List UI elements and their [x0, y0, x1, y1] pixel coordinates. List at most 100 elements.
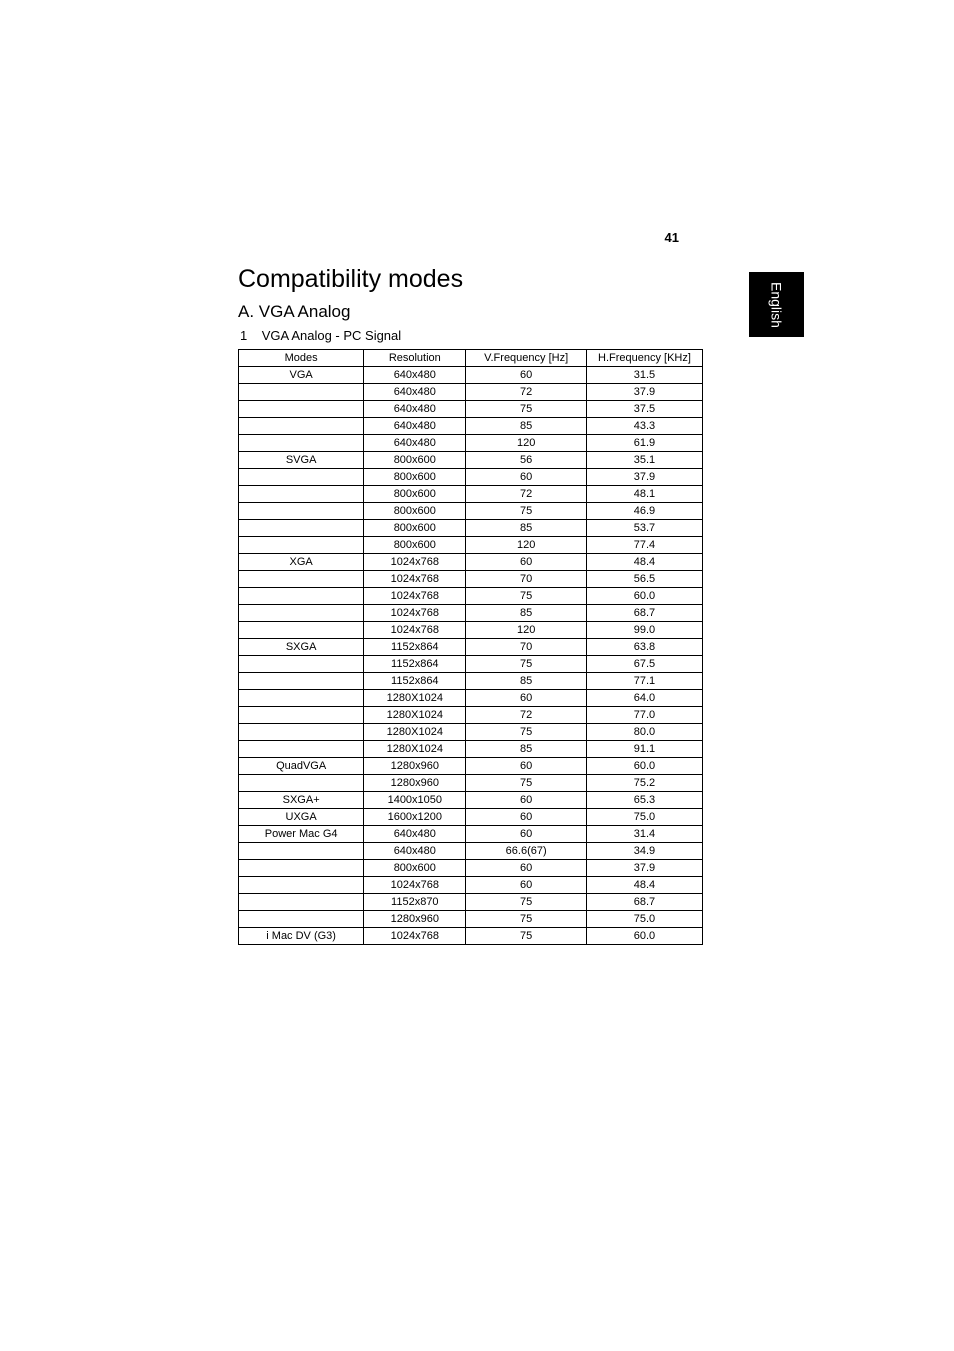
table-cell: 800x600	[364, 503, 466, 520]
language-tab: English	[749, 272, 804, 337]
table-cell	[239, 843, 364, 860]
table-cell: 37.5	[586, 401, 702, 418]
table-cell: SXGA+	[239, 792, 364, 809]
table-cell: 60.0	[586, 928, 702, 945]
table-cell: 800x600	[364, 520, 466, 537]
table-cell: 1024x768	[364, 622, 466, 639]
table-cell: 1400x1050	[364, 792, 466, 809]
table-cell: 1280X1024	[364, 690, 466, 707]
table-row: 1280X10246064.0	[239, 690, 703, 707]
table-cell	[239, 775, 364, 792]
table-cell: 75	[466, 894, 587, 911]
table-cell	[239, 894, 364, 911]
compatibility-table: ModesResolutionV.Frequency [Hz]H.Frequen…	[238, 349, 703, 945]
table-cell: 34.9	[586, 843, 702, 860]
table-cell: 31.5	[586, 367, 702, 384]
table-cell: 66.6(67)	[466, 843, 587, 860]
table-row: 800x6007248.1	[239, 486, 703, 503]
table-cell: 1280x960	[364, 775, 466, 792]
table-cell: 35.1	[586, 452, 702, 469]
table-cell: 65.3	[586, 792, 702, 809]
language-tab-label: English	[769, 282, 785, 328]
table-row: Power Mac G4640x4806031.4	[239, 826, 703, 843]
table-row: 1024x7687056.5	[239, 571, 703, 588]
table-cell: 640x480	[364, 384, 466, 401]
table-cell: 75	[466, 911, 587, 928]
table-cell	[239, 911, 364, 928]
table-cell	[239, 435, 364, 452]
table-cell: 75	[466, 503, 587, 520]
table-column-header: H.Frequency [KHz]	[586, 350, 702, 367]
table-row: XGA1024x7686048.4	[239, 554, 703, 571]
table-cell: 37.9	[586, 469, 702, 486]
table-row: i Mac DV (G3)1024x7687560.0	[239, 928, 703, 945]
table-cell: i Mac DV (G3)	[239, 928, 364, 945]
table-cell: 1024x768	[364, 588, 466, 605]
table-cell	[239, 418, 364, 435]
table-cell: 1152x864	[364, 639, 466, 656]
table-cell: 77.4	[586, 537, 702, 554]
section-heading: A. VGA Analog	[238, 302, 703, 322]
table-cell: 1024x768	[364, 605, 466, 622]
table-cell	[239, 571, 364, 588]
table-cell: 60	[466, 469, 587, 486]
table-cell: 37.9	[586, 860, 702, 877]
table-row: UXGA1600x12006075.0	[239, 809, 703, 826]
table-cell: 75	[466, 656, 587, 673]
table-cell	[239, 588, 364, 605]
table-column-header: Resolution	[364, 350, 466, 367]
table-cell: 85	[466, 605, 587, 622]
table-cell: 1280x960	[364, 758, 466, 775]
table-cell: 800x600	[364, 452, 466, 469]
table-row: SXGA1152x8647063.8	[239, 639, 703, 656]
table-cell: 1024x768	[364, 554, 466, 571]
table-row: 640x48066.6(67)34.9	[239, 843, 703, 860]
table-cell: UXGA	[239, 809, 364, 826]
table-cell: 1600x1200	[364, 809, 466, 826]
table-row: 800x6006037.9	[239, 860, 703, 877]
table-cell	[239, 537, 364, 554]
table-cell: Power Mac G4	[239, 826, 364, 843]
table-row: 640x48012061.9	[239, 435, 703, 452]
table-row: 1024x7688568.7	[239, 605, 703, 622]
table-cell: 48.4	[586, 877, 702, 894]
table-cell	[239, 707, 364, 724]
table-column-header: Modes	[239, 350, 364, 367]
table-cell	[239, 860, 364, 877]
table-row: 1152x8707568.7	[239, 894, 703, 911]
table-row: 1280X10247580.0	[239, 724, 703, 741]
table-cell: 800x600	[364, 860, 466, 877]
table-cell: 60	[466, 792, 587, 809]
table-cell	[239, 605, 364, 622]
table-cell: 800x600	[364, 469, 466, 486]
table-row: 1024x7686048.4	[239, 877, 703, 894]
table-cell: 48.1	[586, 486, 702, 503]
page-number: 41	[665, 230, 679, 245]
table-row: QuadVGA1280x9606060.0	[239, 758, 703, 775]
table-cell: 56.5	[586, 571, 702, 588]
table-cell: QuadVGA	[239, 758, 364, 775]
table-row: 800x6006037.9	[239, 469, 703, 486]
table-cell: 60	[466, 860, 587, 877]
table-row: 1024x7687560.0	[239, 588, 703, 605]
table-cell: 1152x870	[364, 894, 466, 911]
table-cell	[239, 503, 364, 520]
table-cell: 1024x768	[364, 571, 466, 588]
table-cell: 60.0	[586, 758, 702, 775]
table-cell: 1152x864	[364, 673, 466, 690]
table-cell	[239, 690, 364, 707]
table-cell: 75.2	[586, 775, 702, 792]
table-cell: 120	[466, 622, 587, 639]
table-cell: 68.7	[586, 605, 702, 622]
table-cell: 75	[466, 724, 587, 741]
table-cell: 1280X1024	[364, 741, 466, 758]
table-cell: 85	[466, 418, 587, 435]
table-cell: 1152x864	[364, 656, 466, 673]
table-cell: 72	[466, 486, 587, 503]
table-cell	[239, 673, 364, 690]
table-cell: 75.0	[586, 809, 702, 826]
table-cell: VGA	[239, 367, 364, 384]
table-row: 1152x8647567.5	[239, 656, 703, 673]
table-cell: 85	[466, 520, 587, 537]
table-row: 640x4807537.5	[239, 401, 703, 418]
